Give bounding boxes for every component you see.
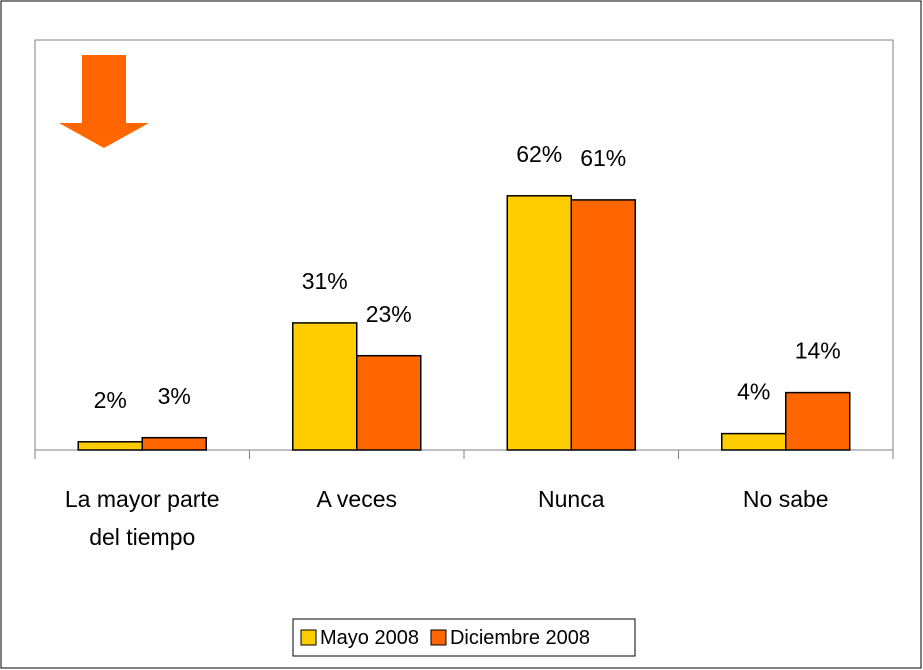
bar — [141, 436, 207, 451]
legend-swatch — [430, 629, 447, 646]
bar — [506, 195, 572, 451]
data-label: 61% — [580, 145, 626, 171]
bar — [721, 432, 787, 451]
data-label: 31% — [302, 268, 348, 294]
arrow-icon — [59, 55, 149, 148]
data-label: 14% — [795, 338, 841, 364]
legend-swatch — [300, 629, 317, 646]
x-tick-label: No sabe — [742, 486, 829, 512]
data-label: 23% — [366, 301, 412, 327]
legend-label: Mayo 2008 — [320, 627, 419, 649]
data-label: 3% — [158, 383, 191, 409]
bar — [785, 391, 851, 451]
legend-label: Diciembre 2008 — [450, 627, 590, 649]
data-label: 2% — [94, 387, 127, 413]
bar — [292, 322, 358, 451]
x-tick-label: Nunca — [538, 486, 605, 512]
x-tick-label: La mayor parte del tiempo — [64, 486, 220, 550]
plot-area — [34, 39, 894, 451]
bar — [570, 199, 636, 451]
data-label: 62% — [516, 141, 562, 167]
data-label: 4% — [737, 379, 770, 405]
bar — [77, 441, 143, 451]
x-tick-label: A veces — [316, 486, 398, 512]
bar — [356, 354, 422, 451]
legend-box — [292, 618, 636, 657]
